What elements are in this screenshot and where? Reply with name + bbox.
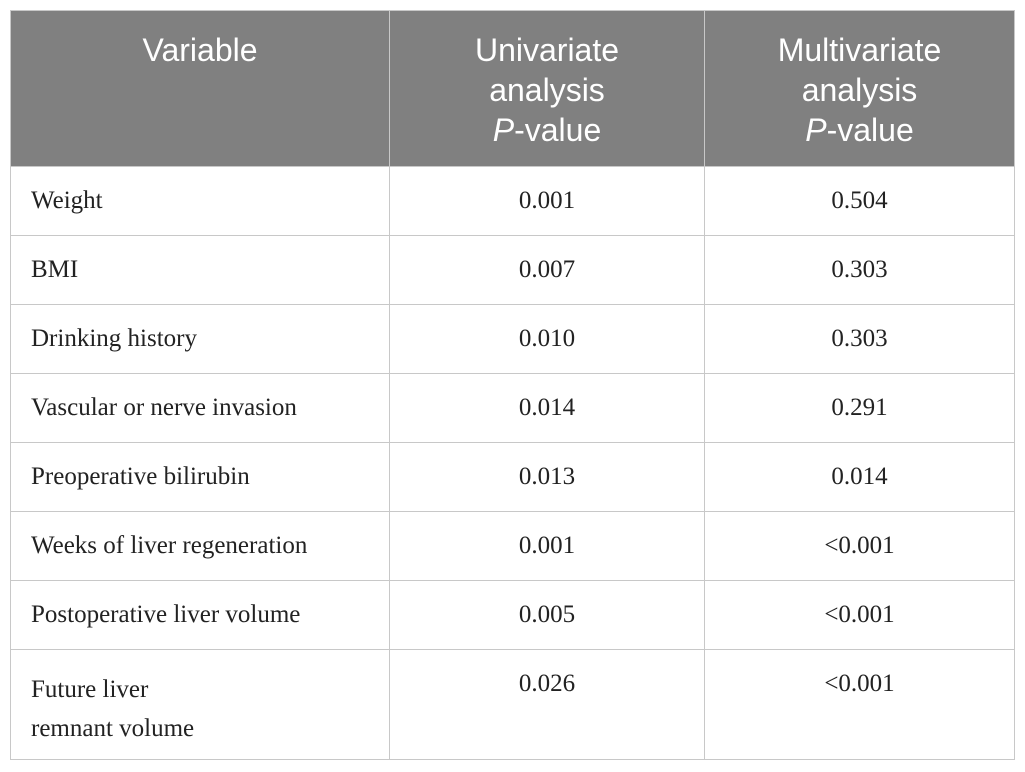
header-multivariate: Multivariate analysis P-value xyxy=(704,10,1015,167)
cell-variable: Future liver remnant volume xyxy=(10,649,390,760)
cell-variable: Drinking history xyxy=(10,304,390,374)
table-row: Weeks of liver regeneration 0.001 <0.001 xyxy=(10,511,1015,581)
table-body: Weight 0.001 0.504 BMI 0.007 0.303 Drink… xyxy=(10,166,1015,760)
table-header: Variable Univariate analysis P-value Mul… xyxy=(10,10,1015,167)
header-univariate-line-2: analysis xyxy=(489,72,605,108)
pvalue-suffix: -value xyxy=(826,112,914,148)
cell-variable-line-2: remnant volume xyxy=(31,715,195,742)
cell-multivariate: 0.504 xyxy=(704,166,1015,236)
table-row: Drinking history 0.010 0.303 xyxy=(10,304,1015,374)
cell-variable-line-1: Future liver xyxy=(31,676,149,703)
cell-multivariate: <0.001 xyxy=(704,511,1015,581)
cell-multivariate: <0.001 xyxy=(704,580,1015,650)
cell-univariate: 0.014 xyxy=(389,373,705,443)
cell-variable: Weeks of liver regeneration xyxy=(10,511,390,581)
cell-multivariate: 0.014 xyxy=(704,442,1015,512)
cell-variable: Postoperative liver volume xyxy=(10,580,390,650)
cell-variable: BMI xyxy=(10,235,390,305)
header-multivariate-line-1: Multivariate xyxy=(777,32,942,68)
header-multivariate-pvalue: P-value xyxy=(715,110,1004,150)
cell-univariate: 0.026 xyxy=(389,649,705,760)
header-univariate-line-1: Univariate xyxy=(474,32,620,68)
cell-variable: Vascular or nerve invasion xyxy=(10,373,390,443)
cell-multivariate: 0.291 xyxy=(704,373,1015,443)
pvalue-suffix: -value xyxy=(514,112,602,148)
header-variable: Variable xyxy=(10,10,390,167)
cell-univariate: 0.010 xyxy=(389,304,705,374)
cell-univariate: 0.001 xyxy=(389,166,705,236)
p-value-table: Variable Univariate analysis P-value Mul… xyxy=(10,10,1015,760)
cell-variable: Preoperative bilirubin xyxy=(10,442,390,512)
cell-multivariate: 0.303 xyxy=(704,304,1015,374)
table-row: Vascular or nerve invasion 0.014 0.291 xyxy=(10,373,1015,443)
table-row: Preoperative bilirubin 0.013 0.014 xyxy=(10,442,1015,512)
cell-univariate: 0.007 xyxy=(389,235,705,305)
header-variable-label: Variable xyxy=(142,32,258,68)
table-row: Weight 0.001 0.504 xyxy=(10,166,1015,236)
header-univariate-pvalue: P-value xyxy=(400,110,694,150)
cell-multivariate: <0.001 xyxy=(704,649,1015,760)
cell-univariate: 0.001 xyxy=(389,511,705,581)
cell-univariate: 0.005 xyxy=(389,580,705,650)
p-italic: P xyxy=(492,112,515,148)
table-row: BMI 0.007 0.303 xyxy=(10,235,1015,305)
cell-variable: Weight xyxy=(10,166,390,236)
cell-univariate: 0.013 xyxy=(389,442,705,512)
table-row: Postoperative liver volume 0.005 <0.001 xyxy=(10,580,1015,650)
p-italic: P xyxy=(805,112,827,148)
results-table-container: Variable Univariate analysis P-value Mul… xyxy=(10,10,1015,760)
header-univariate: Univariate analysis P-value xyxy=(389,10,705,167)
header-row: Variable Univariate analysis P-value Mul… xyxy=(10,10,1015,167)
header-multivariate-line-2: analysis xyxy=(801,72,918,108)
cell-multivariate: 0.303 xyxy=(704,235,1015,305)
table-row: Future liver remnant volume 0.026 <0.001 xyxy=(10,649,1015,760)
